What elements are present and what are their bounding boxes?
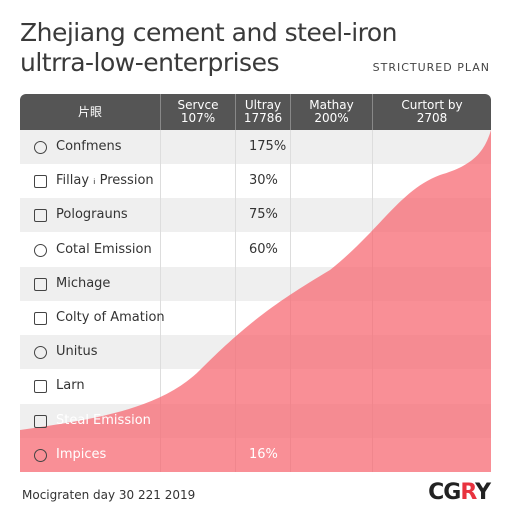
header-name: 片眼 bbox=[77, 104, 102, 119]
row-icon bbox=[34, 209, 47, 223]
row-value: 60% bbox=[249, 241, 278, 257]
col-divider bbox=[290, 94, 291, 472]
row-label: Impices bbox=[56, 446, 107, 462]
logo-part: R bbox=[460, 480, 476, 505]
row-label: Larn bbox=[56, 378, 85, 394]
header-sub: 17786 bbox=[243, 111, 283, 125]
row-value: 175% bbox=[249, 139, 287, 154]
col-divider bbox=[235, 94, 236, 472]
row-label: Steal Emission bbox=[56, 412, 151, 428]
col-divider bbox=[372, 94, 373, 472]
title-line: Zhejiang cement and steel-iron bbox=[20, 18, 398, 47]
row-icon bbox=[34, 277, 47, 291]
header-cell: Servce 107% bbox=[160, 94, 235, 130]
row-value: 16% bbox=[249, 446, 278, 462]
row-icon bbox=[34, 346, 47, 360]
row-label: Michage bbox=[56, 275, 111, 291]
row-bg bbox=[20, 369, 491, 404]
logo-part: Y bbox=[475, 480, 491, 505]
header-sub: 200% bbox=[314, 111, 349, 125]
row-label: Fillay ᵢ Pression bbox=[56, 173, 154, 189]
header-name: Servce bbox=[177, 98, 219, 112]
header-name: Curtort by bbox=[401, 98, 463, 112]
row-icon bbox=[34, 380, 47, 394]
row-icon bbox=[34, 312, 47, 325]
row-icon bbox=[34, 243, 47, 257]
row-value: 30% bbox=[249, 173, 278, 189]
tag: STRICTURED PLAN bbox=[372, 61, 490, 74]
row-icon bbox=[34, 141, 47, 154]
logo: CGRY bbox=[428, 480, 491, 505]
logo-part: CG bbox=[428, 480, 461, 505]
header-name: Mathay bbox=[309, 98, 354, 112]
row-label: Colty of Amation bbox=[56, 310, 165, 325]
header-cell: 片眼 bbox=[20, 94, 160, 130]
header-cell: Curtort by 2708 bbox=[372, 94, 491, 130]
header-cell: Ultray 17786 bbox=[235, 94, 290, 130]
row-value: 75% bbox=[249, 207, 278, 223]
footer-note: Mocigraten day 30 221 2019 bbox=[22, 488, 196, 502]
row-icon bbox=[34, 448, 47, 462]
row-label: Confmens bbox=[56, 139, 122, 154]
title-line: ultrra-low-enterprises bbox=[20, 48, 279, 77]
header-name: Ultray bbox=[244, 98, 282, 112]
header-sub: 2708 bbox=[416, 111, 448, 125]
col-divider bbox=[160, 94, 161, 472]
row-label: Unitus bbox=[56, 344, 98, 360]
row-label: Polograuns bbox=[56, 207, 128, 223]
row-label: Cotal Emission bbox=[56, 241, 152, 257]
row-icon bbox=[34, 175, 47, 189]
header-cell: Mathay 200% bbox=[290, 94, 372, 130]
row-icon bbox=[34, 414, 47, 428]
header-sub: 107% bbox=[180, 111, 216, 125]
